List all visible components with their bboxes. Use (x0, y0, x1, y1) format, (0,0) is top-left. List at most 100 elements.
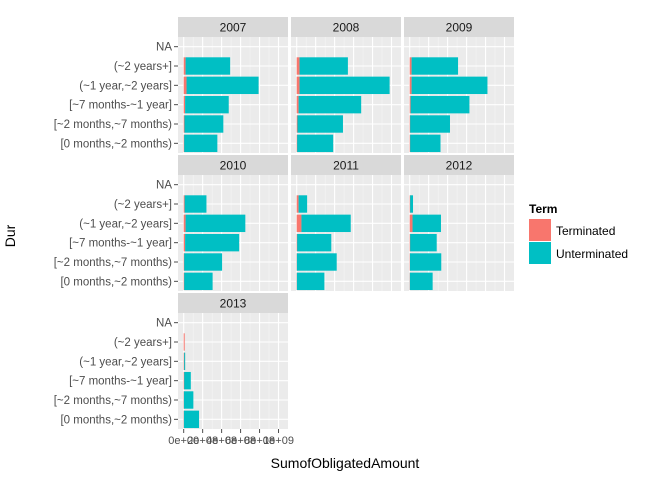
bar-terminated (409, 214, 413, 233)
x-tick-label: 4e+08 (206, 435, 237, 447)
bar-unterminated (185, 233, 240, 252)
y-tick-label: NA (156, 42, 172, 54)
y-axes-layer: NA (~2 years+] (~1 year,~2 years] [~7 month… (54, 42, 178, 426)
x-tick-label: 6e+08 (225, 435, 256, 447)
bar-terminated (409, 57, 412, 75)
bar-unterminated (409, 272, 433, 291)
bar-unterminated (184, 272, 213, 291)
legend-key-terminated (529, 219, 551, 241)
bar-unterminated (183, 391, 194, 409)
bar-unterminated (184, 134, 218, 153)
bar-unterminated (185, 57, 231, 75)
facet-strip-label: 2007 (220, 21, 247, 35)
bar-terminated (296, 76, 300, 95)
bar-unterminated (411, 57, 459, 75)
bar-terminated (409, 95, 411, 114)
bar-unterminated (301, 214, 351, 233)
legend: Term Terminated Unterminated (529, 202, 628, 264)
bar-terminated (183, 95, 186, 114)
x-tick-label: 0e+00 (168, 435, 199, 447)
panel-background (178, 37, 288, 153)
bar-unterminated (296, 272, 325, 291)
legend-label-terminated: Terminated (556, 224, 615, 238)
bar-unterminated (185, 214, 246, 233)
bar-terminated (296, 195, 299, 213)
bar-terminated (296, 214, 302, 233)
y-tick-label: [0 months,~2 months) (60, 138, 172, 150)
bar-terminated (296, 57, 300, 75)
bar-unterminated (297, 233, 332, 252)
x-axis-title: SumofObligatedAmount (271, 455, 420, 471)
bar-terminated (183, 57, 186, 75)
bar-unterminated (412, 214, 441, 233)
y-tick-label: (~2 years+] (114, 199, 172, 211)
bar-terminated (183, 214, 186, 233)
legend-title: Term (529, 202, 557, 216)
bar-terminated (296, 95, 299, 114)
facet-strip (404, 17, 514, 37)
bar-unterminated (298, 195, 308, 213)
facet-strip (291, 17, 401, 37)
panel-2009: 2009 (404, 17, 514, 153)
panel-background (291, 175, 401, 291)
panel-2013: 2013 (178, 293, 288, 429)
bar-unterminated (184, 195, 207, 213)
y-tick-label: [0 months,~2 months) (60, 276, 172, 288)
bar-terminated (183, 115, 185, 133)
bar-unterminated (186, 76, 259, 95)
bar-unterminated (297, 115, 343, 133)
bar-unterminated (298, 95, 362, 114)
y-axis-row-2: NA (~2 years+] (~1 year,~2 years] [~7 month… (54, 180, 178, 288)
bar-unterminated (410, 195, 414, 213)
panel-background (404, 175, 514, 291)
panels-layer: 2007 2008 2009 2010 2011 2012 2013 (178, 17, 514, 429)
panel-2010: 2010 (178, 155, 288, 291)
bar-unterminated (410, 95, 470, 114)
bar-terminated (183, 333, 185, 351)
legend-key-unterminated (529, 242, 551, 264)
facet-strip-label: 2009 (446, 21, 473, 35)
y-tick-label: NA (156, 318, 172, 330)
panel-background (404, 37, 514, 153)
facet-strip (404, 155, 514, 175)
panel-2011: 2011 (291, 155, 401, 291)
y-tick-label: [~2 months,~7 months) (54, 119, 172, 131)
y-axis-row-3: NA (~2 years+] (~1 year,~2 years] [~7 month… (54, 318, 178, 426)
facet-strip-label: 2012 (446, 159, 473, 173)
y-tick-label: (~2 years+] (114, 61, 172, 73)
panel-background (291, 37, 401, 153)
bar-unterminated (409, 253, 442, 271)
bar-unterminated (299, 76, 390, 95)
y-axis-title: Dur (2, 224, 18, 247)
bar-unterminated (410, 233, 437, 252)
y-tick-label: [~2 months,~7 months) (54, 395, 172, 407)
y-tick-label: (~1 year,~2 years] (79, 356, 172, 368)
bar-terminated (409, 76, 412, 95)
bar-unterminated (411, 76, 488, 95)
bar-unterminated (410, 134, 441, 153)
facet-strip (178, 155, 288, 175)
y-tick-label: (~2 years+] (114, 337, 172, 349)
panel-background (178, 313, 288, 429)
facet-strip-label: 2008 (333, 21, 360, 35)
bar-unterminated (184, 371, 191, 390)
bar-unterminated (184, 352, 186, 371)
facet-strip (178, 17, 288, 37)
x-tick-label: 1e+09 (263, 435, 294, 447)
y-tick-label: [~7 months-~1 year] (69, 100, 172, 112)
bar-terminated (183, 233, 186, 252)
bar-unterminated (184, 253, 223, 271)
bar-unterminated (184, 115, 224, 133)
panel-2007: 2007 (178, 17, 288, 153)
facet-strip-label: 2013 (220, 297, 247, 311)
bar-unterminated (297, 134, 334, 153)
bar-unterminated (296, 253, 337, 271)
y-tick-label: NA (156, 180, 172, 192)
y-tick-label: [~2 months,~7 months) (54, 257, 172, 269)
bar-terminated (296, 115, 298, 133)
y-tick-label: [~7 months-~1 year] (69, 238, 172, 250)
y-tick-label: (~1 year,~2 years] (79, 80, 172, 92)
legend-label-unterminated: Unterminated (556, 247, 628, 261)
